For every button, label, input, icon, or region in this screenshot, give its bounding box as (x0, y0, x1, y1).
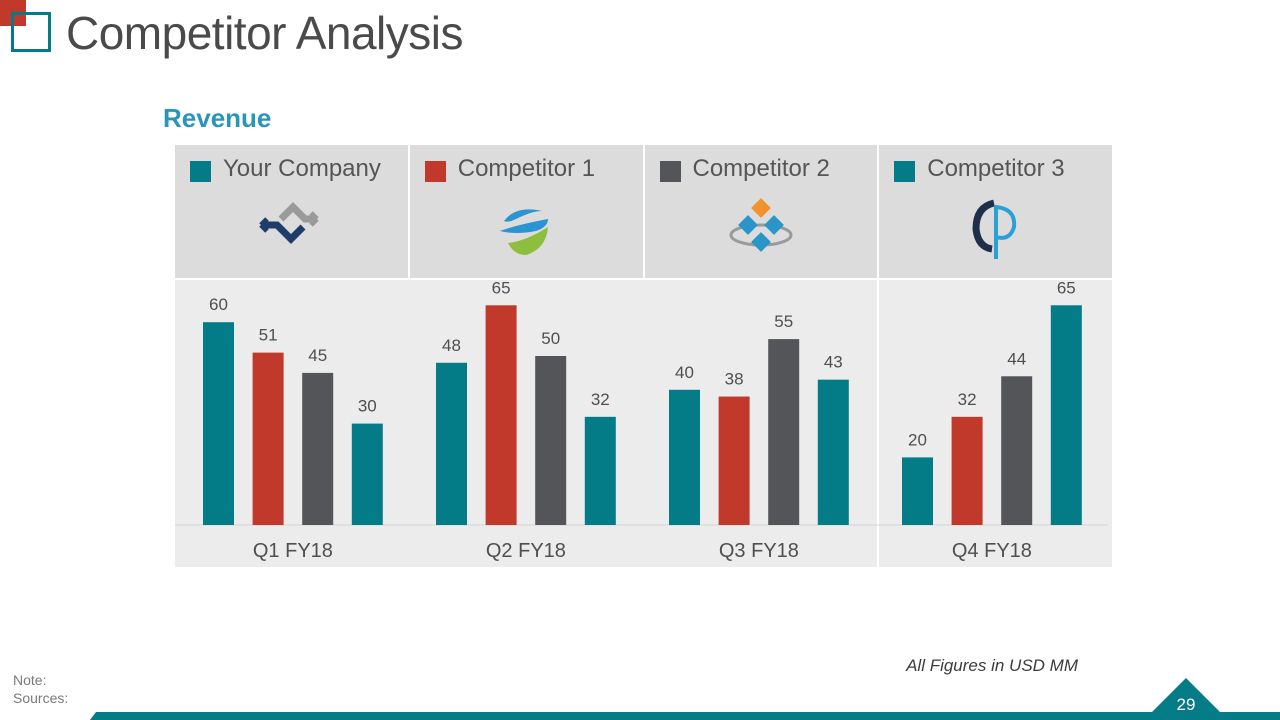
bar-value-label: 50 (541, 329, 560, 348)
legend-item-competitor-2: Competitor 2 (645, 145, 880, 278)
unit-footnote: All Figures in USD MM (906, 656, 1078, 675)
bar-your-company-q3-fy18 (669, 389, 700, 525)
bar-value-label: 32 (591, 390, 610, 409)
sources-label: Sources: (13, 690, 69, 706)
legend: Your Company Competitor 1 Competitor 2 C… (175, 145, 1112, 278)
x-tick-label: Q4 FY18 (952, 540, 1032, 562)
bar-competitor-3-q4-fy18 (1050, 305, 1082, 525)
bar-competitor-1-q1-fy18 (252, 352, 284, 525)
title-outline-square (11, 12, 51, 52)
footer-stripe (90, 712, 1280, 720)
legend-swatch (424, 161, 446, 182)
legend-label: Competitor 2 (692, 155, 830, 182)
quarter-divider (877, 280, 879, 567)
bar-value-label: 65 (492, 280, 511, 297)
bar-value-label: 55 (774, 312, 793, 331)
bar-value-label: 44 (1007, 349, 1026, 368)
bar-value-label: 43 (824, 353, 843, 372)
chart-title: Revenue (163, 103, 272, 133)
x-tick-label: Q1 FY18 (253, 540, 333, 562)
bar-value-label: 51 (259, 326, 278, 345)
bar-competitor-3-q2-fy18 (584, 416, 616, 525)
note-label: Note: (13, 672, 47, 688)
bar-competitor-3-q1-fy18 (351, 423, 383, 525)
bar-competitor-2-q4-fy18 (1001, 376, 1033, 525)
x-tick-label: Q3 FY18 (719, 540, 799, 562)
bar-competitor-1-q4-fy18 (951, 416, 983, 525)
bar-value-label: 60 (209, 295, 228, 314)
diamond-tiles-logo-icon (729, 198, 793, 252)
bar-your-company-q2-fy18 (436, 362, 467, 525)
bar-competitor-2-q2-fy18 (535, 356, 567, 525)
bar-value-label: 45 (308, 346, 327, 365)
legend-item-competitor-1: Competitor 1 (410, 145, 645, 278)
legend-item-competitor-3: Competitor 3 (879, 145, 1112, 278)
bar-value-label: 48 (442, 336, 461, 355)
x-tick-label: Q2 FY18 (486, 540, 566, 562)
legend-swatch (190, 161, 211, 182)
revenue-bar-chart: 60 51 45 30 Q1 FY18 48 65 50 32 Q2 FY18 40 38 55 43 Q3… (175, 280, 1108, 562)
legend-swatch (894, 161, 916, 182)
legend-swatch (659, 161, 681, 182)
bar-value-label: 32 (958, 390, 977, 409)
bar-your-company-q4-fy18 (902, 457, 933, 525)
letter-p-logo-icon (972, 199, 1016, 259)
page-number: 29 (1176, 695, 1196, 714)
bar-value-label: 38 (725, 370, 744, 389)
legend-label: Competitor 1 (457, 155, 596, 182)
bar-your-company-q1-fy18 (203, 322, 234, 525)
legend-item-your-company: Your Company (175, 145, 410, 278)
bar-value-label: 30 (358, 397, 377, 416)
bar-competitor-3-q3-fy18 (817, 379, 849, 525)
bar-value-label: 20 (908, 430, 927, 449)
bar-competitor-1-q2-fy18 (485, 305, 517, 525)
bar-competitor-2-q1-fy18 (302, 372, 334, 525)
footer-band (90, 678, 1280, 720)
bar-value-label: 65 (1057, 280, 1076, 297)
bar-competitor-2-q3-fy18 (768, 339, 800, 525)
globe-swoosh-logo-icon (500, 209, 549, 255)
chevron-arrows-logo-icon (259, 202, 320, 244)
page-title: Competitor Analysis (66, 7, 464, 59)
bar-competitor-1-q3-fy18 (718, 396, 750, 525)
page-number-badge (1152, 678, 1220, 712)
bar-value-label: 40 (675, 363, 694, 382)
legend-label: Your Company (223, 155, 381, 182)
legend-label: Competitor 3 (927, 155, 1065, 182)
